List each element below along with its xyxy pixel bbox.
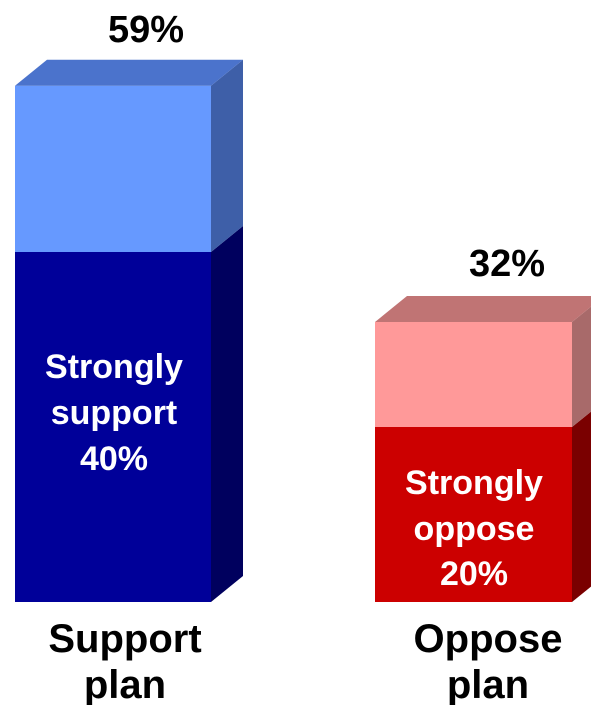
bar-support-top-front (15, 85, 211, 252)
oppose-strong-label-line2: oppose (414, 510, 535, 548)
bar-support-cap (15, 59, 243, 86)
category-label-oppose-line2: plan (447, 663, 529, 705)
oppose-total-label: 32% (469, 243, 545, 285)
bar-oppose-plan (375, 296, 591, 602)
category-label-support-line2: plan (84, 663, 166, 705)
bar-oppose-top-side (572, 306, 591, 427)
bar-oppose-cap (375, 296, 591, 322)
support-strong-label-line3: 40% (80, 440, 148, 478)
bar-support-strong-front (15, 252, 211, 602)
category-label-support-line1: Support (48, 617, 201, 661)
support-strong-label-line2: support (51, 394, 178, 432)
bar-oppose-top-front (375, 322, 572, 427)
bar-support-top-side (211, 59, 243, 252)
category-label-oppose-line1: Oppose (414, 617, 563, 661)
oppose-strong-label-line1: Strongly (405, 464, 543, 502)
bar-support-plan (15, 59, 243, 602)
bar-oppose-strong-side (572, 411, 591, 602)
bar-oppose-strong-front (375, 427, 572, 602)
support-strong-label-line1: Strongly (45, 348, 183, 386)
bar-support-strong-side (211, 226, 243, 602)
oppose-strong-label-line3: 20% (440, 555, 508, 593)
support-total-label: 59% (108, 9, 184, 51)
